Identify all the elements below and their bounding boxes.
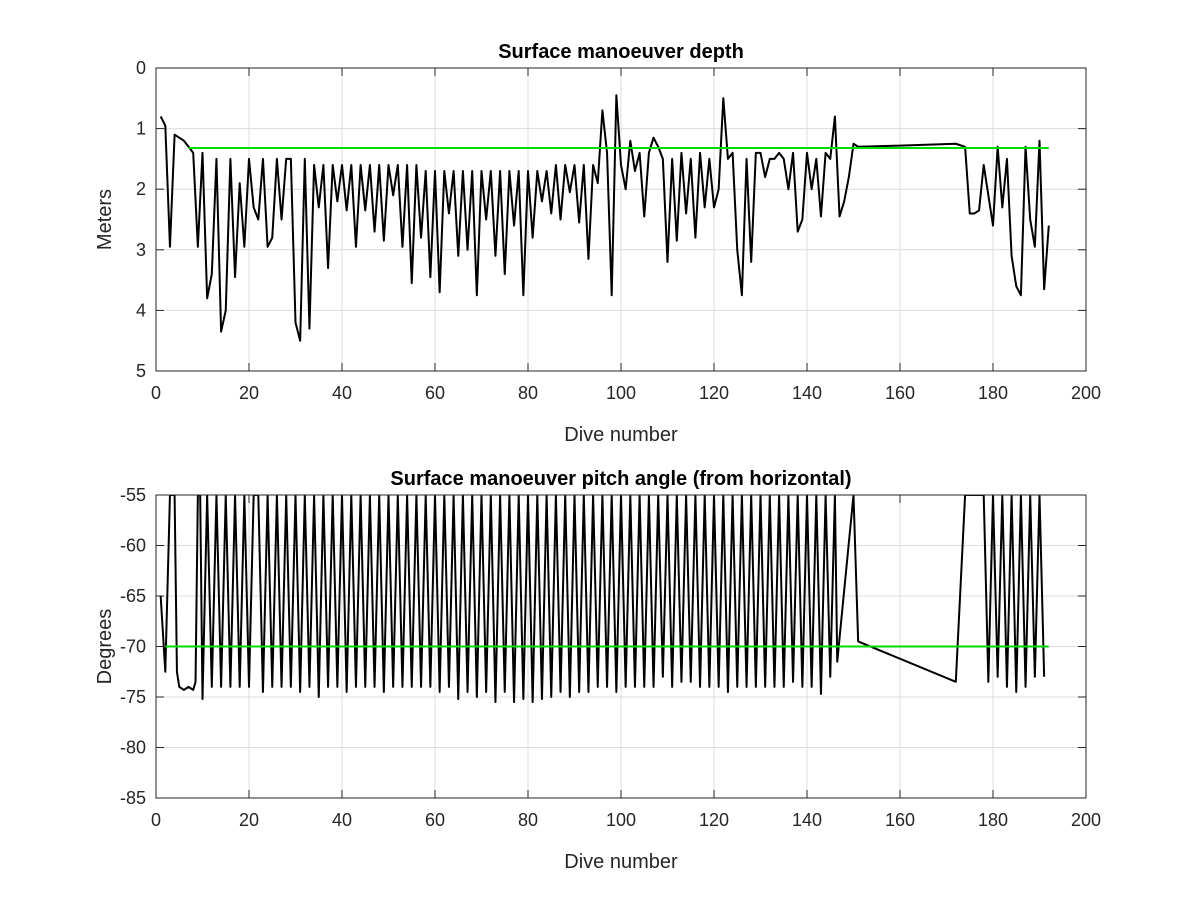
depth-plot: Surface manoeuver depth Dive number Mete… [94, 41, 1101, 446]
pitch-plot-ylabel: Degrees [94, 609, 116, 685]
depth-xtick-label: 120 [699, 383, 729, 403]
pitch-plot-xlabel: Dive number [564, 851, 678, 873]
pitch-xtick-label: 20 [239, 810, 259, 830]
depth-plot-xlabel: Dive number [564, 424, 678, 446]
pitch-ytick-label: -80 [120, 738, 146, 758]
depth-xtick-label: 40 [332, 383, 352, 403]
depth-ytick-label: 5 [136, 361, 146, 381]
depth-plot-title: Surface manoeuver depth [498, 41, 744, 63]
pitch-ytick-label: -75 [120, 687, 146, 707]
pitch-xtick-label: 180 [978, 810, 1008, 830]
pitch-ytick-label: -55 [120, 485, 146, 505]
depth-xtick-label: 100 [606, 383, 636, 403]
depth-ytick-label: 0 [136, 58, 146, 78]
pitch-series-line [159, 495, 1046, 704]
pitch-xtick-label: 140 [792, 810, 822, 830]
pitch-ytick-label: -70 [120, 637, 146, 657]
depth-xtick-label: 160 [885, 383, 915, 403]
pitch-xtick-label: 0 [151, 810, 161, 830]
pitch-xtick-label: 160 [885, 810, 915, 830]
depth-xtick-label: 20 [239, 383, 259, 403]
pitch-ytick-label: -60 [120, 536, 146, 556]
pitch-xtick-label: 60 [425, 810, 445, 830]
pitch-axes-box [155, 494, 1087, 799]
depth-xtick-label: 200 [1071, 383, 1101, 403]
pitch-xtick-label: 100 [606, 810, 636, 830]
depth-xtick-label: 60 [425, 383, 445, 403]
pitch-ytick-label: -65 [120, 586, 146, 606]
depth-xtick-label: 180 [978, 383, 1008, 403]
pitch-xtick-label: 80 [518, 810, 538, 830]
depth-ytick-label: 1 [136, 119, 146, 139]
pitch-xtick-label: 40 [332, 810, 352, 830]
depth-ytick-label: 4 [136, 300, 146, 320]
depth-axes-box [155, 67, 1087, 372]
depth-ytick-label: 2 [136, 179, 146, 199]
depth-xtick-label: 0 [151, 383, 161, 403]
depth-series-line [159, 94, 1050, 342]
pitch-xtick-label: 120 [699, 810, 729, 830]
pitch-plot-title: Surface manoeuver pitch angle (from hori… [390, 468, 851, 490]
depth-ytick-label: 3 [136, 240, 146, 260]
pitch-plot: Surface manoeuver pitch angle (from hori… [94, 468, 1101, 873]
pitch-ytick-label: -85 [120, 788, 146, 808]
pitch-xtick-label: 200 [1071, 810, 1101, 830]
depth-xtick-label: 140 [792, 383, 822, 403]
depth-xtick-label: 80 [518, 383, 538, 403]
depth-plot-ylabel: Meters [94, 189, 116, 250]
